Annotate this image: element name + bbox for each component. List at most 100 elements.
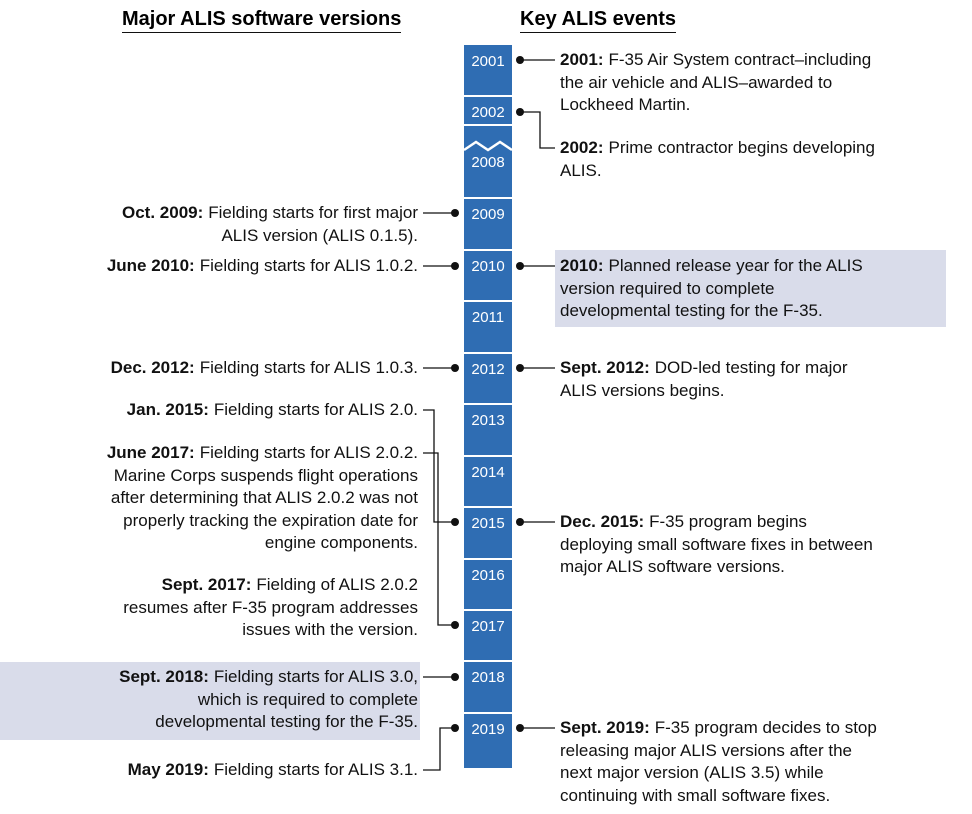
item-line: Sept. 2012: DOD-led testing for major	[560, 357, 848, 380]
item-line: Sept. 2019: F-35 program decides to stop	[560, 717, 877, 740]
dot	[516, 724, 524, 732]
dot	[451, 262, 459, 270]
year-label: 2001	[471, 53, 504, 70]
dot	[516, 262, 524, 270]
year-label: 2013	[471, 412, 504, 429]
item-line: properly tracking the expiration date fo…	[107, 510, 418, 533]
item-text: developmental testing for the F-35.	[560, 301, 823, 320]
item-line: engine components.	[107, 532, 418, 555]
item-text: continuing with small software fixes.	[560, 785, 831, 805]
year-label: 2002	[471, 104, 504, 121]
year-column	[464, 45, 512, 768]
item-line: Dec. 2015: F-35 program begins	[560, 511, 873, 534]
item-text: Planned release year for the ALIS	[608, 256, 863, 275]
item-date: Sept. 2017:	[161, 575, 252, 594]
timeline-item: Dec. 2015: F-35 program begins deploying s…	[560, 511, 873, 579]
item-date: June 2017:	[106, 443, 195, 462]
timeline-item: May 2019: Fielding starts for ALIS 3.1.	[128, 759, 418, 782]
item-date: Oct. 2009:	[122, 203, 204, 222]
item-line: which is required to complete	[119, 689, 418, 712]
item-date: Sept. 2018:	[119, 667, 209, 686]
item-line: developmental testing for the F-35.	[119, 711, 418, 734]
year-label: 2011	[472, 309, 504, 326]
year-label: 2008	[471, 154, 504, 171]
item-line: resumes after F-35 program addresses	[123, 597, 418, 620]
timeline-item: Sept. 2018: Fielding starts for ALIS 3.0,…	[119, 666, 418, 734]
dot	[516, 364, 524, 372]
dot	[516, 518, 524, 526]
item-line: 2001: F-35 Air System contract–including	[560, 49, 871, 72]
item-line: after determining that ALIS 2.0.2 was no…	[107, 487, 418, 510]
item-line: Sept. 2018: Fielding starts for ALIS 3.0,	[119, 666, 418, 689]
item-line: releasing major ALIS versions after the	[560, 740, 877, 763]
year-label: 2017	[471, 618, 504, 635]
item-date: Jan. 2015:	[126, 400, 209, 419]
connector	[423, 727, 455, 771]
right-header: Key ALIS events	[520, 6, 676, 33]
dot	[451, 673, 459, 681]
item-date: Dec. 2012:	[110, 358, 195, 377]
item-text: Fielding starts for ALIS 1.0.3.	[199, 358, 418, 377]
item-text: Fielding starts for ALIS 3.1.	[213, 760, 418, 779]
connector	[423, 452, 455, 626]
item-text: Prime contractor begins developing	[608, 138, 875, 157]
item-line: continuing with small software fixes.	[560, 785, 877, 808]
item-text: deploying small software fixes in betwee…	[560, 534, 873, 554]
timeline-item: Sept. 2019: F-35 program decides to stop r…	[560, 717, 877, 807]
year-label: 2016	[471, 567, 504, 584]
item-text: after determining that ALIS 2.0.2 was no…	[110, 488, 418, 507]
item-line: version required to complete	[560, 278, 863, 301]
year-label: 2019	[471, 721, 504, 738]
dot	[451, 518, 459, 526]
item-text: major ALIS software versions.	[560, 557, 785, 576]
item-line: Marine Corps suspends flight operations	[107, 465, 418, 488]
item-text: developmental testing for the F-35.	[155, 712, 418, 731]
dot	[451, 724, 459, 732]
item-line: issues with the version.	[123, 619, 418, 642]
year-label: 2009	[471, 206, 504, 223]
highlight	[0, 662, 420, 740]
timeline-item: Jan. 2015: Fielding starts for ALIS 2.0.	[127, 399, 418, 422]
timeline-item: Oct. 2009: Fielding starts for first majo…	[122, 202, 418, 247]
year-label: 2014	[471, 464, 504, 481]
dot	[451, 209, 459, 217]
dot	[451, 621, 459, 629]
item-line: major ALIS software versions.	[560, 556, 873, 579]
item-line: the air vehicle and ALIS–awarded to	[560, 72, 871, 95]
item-text: ALIS version (ALIS 0.1.5).	[221, 225, 418, 245]
item-line: May 2019: Fielding starts for ALIS 3.1.	[128, 759, 418, 782]
break	[463, 140, 513, 152]
dot	[451, 364, 459, 372]
item-text: Fielding starts for ALIS 2.0.	[213, 400, 418, 419]
item-line: next major version (ALIS 3.5) while	[560, 762, 877, 785]
item-line: 2010: Planned release year for the ALIS	[560, 255, 863, 278]
item-text: next major version (ALIS 3.5) while	[560, 763, 824, 782]
item-line: deploying small software fixes in betwee…	[560, 534, 873, 557]
item-line: 2002: Prime contractor begins developing	[560, 137, 875, 160]
item-text: version required to complete	[560, 278, 775, 298]
year-label: 2018	[471, 669, 504, 686]
item-text: Lockheed Martin.	[560, 95, 691, 114]
item-text: releasing major ALIS versions after the	[560, 740, 852, 760]
item-line: Sept. 2017: Fielding of ALIS 2.0.2	[123, 574, 418, 597]
dot	[516, 56, 524, 64]
item-date: 2002:	[560, 138, 604, 157]
item-line: June 2017: Fielding starts for ALIS 2.0.2…	[107, 442, 418, 465]
item-text: F-35 program begins	[649, 512, 807, 531]
item-text: F-35 Air System contract–including	[608, 50, 872, 69]
highlight	[555, 250, 946, 327]
item-line: Dec. 2012: Fielding starts for ALIS 1.0.3…	[111, 357, 418, 380]
connector	[520, 111, 555, 149]
item-line: developmental testing for the F-35.	[560, 300, 863, 323]
item-text: Fielding of ALIS 2.0.2	[256, 575, 418, 594]
item-date: Sept. 2012:	[560, 358, 650, 377]
connector	[423, 409, 455, 523]
item-text: Marine Corps suspends flight operations	[113, 465, 418, 485]
item-line: ALIS.	[560, 160, 875, 183]
item-line: June 2010: Fielding starts for ALIS 1.0.2…	[107, 255, 418, 278]
item-line: Jan. 2015: Fielding starts for ALIS 2.0.	[127, 399, 418, 422]
item-text: ALIS.	[560, 160, 602, 180]
year-label: 2015	[471, 515, 504, 532]
dot	[516, 108, 524, 116]
